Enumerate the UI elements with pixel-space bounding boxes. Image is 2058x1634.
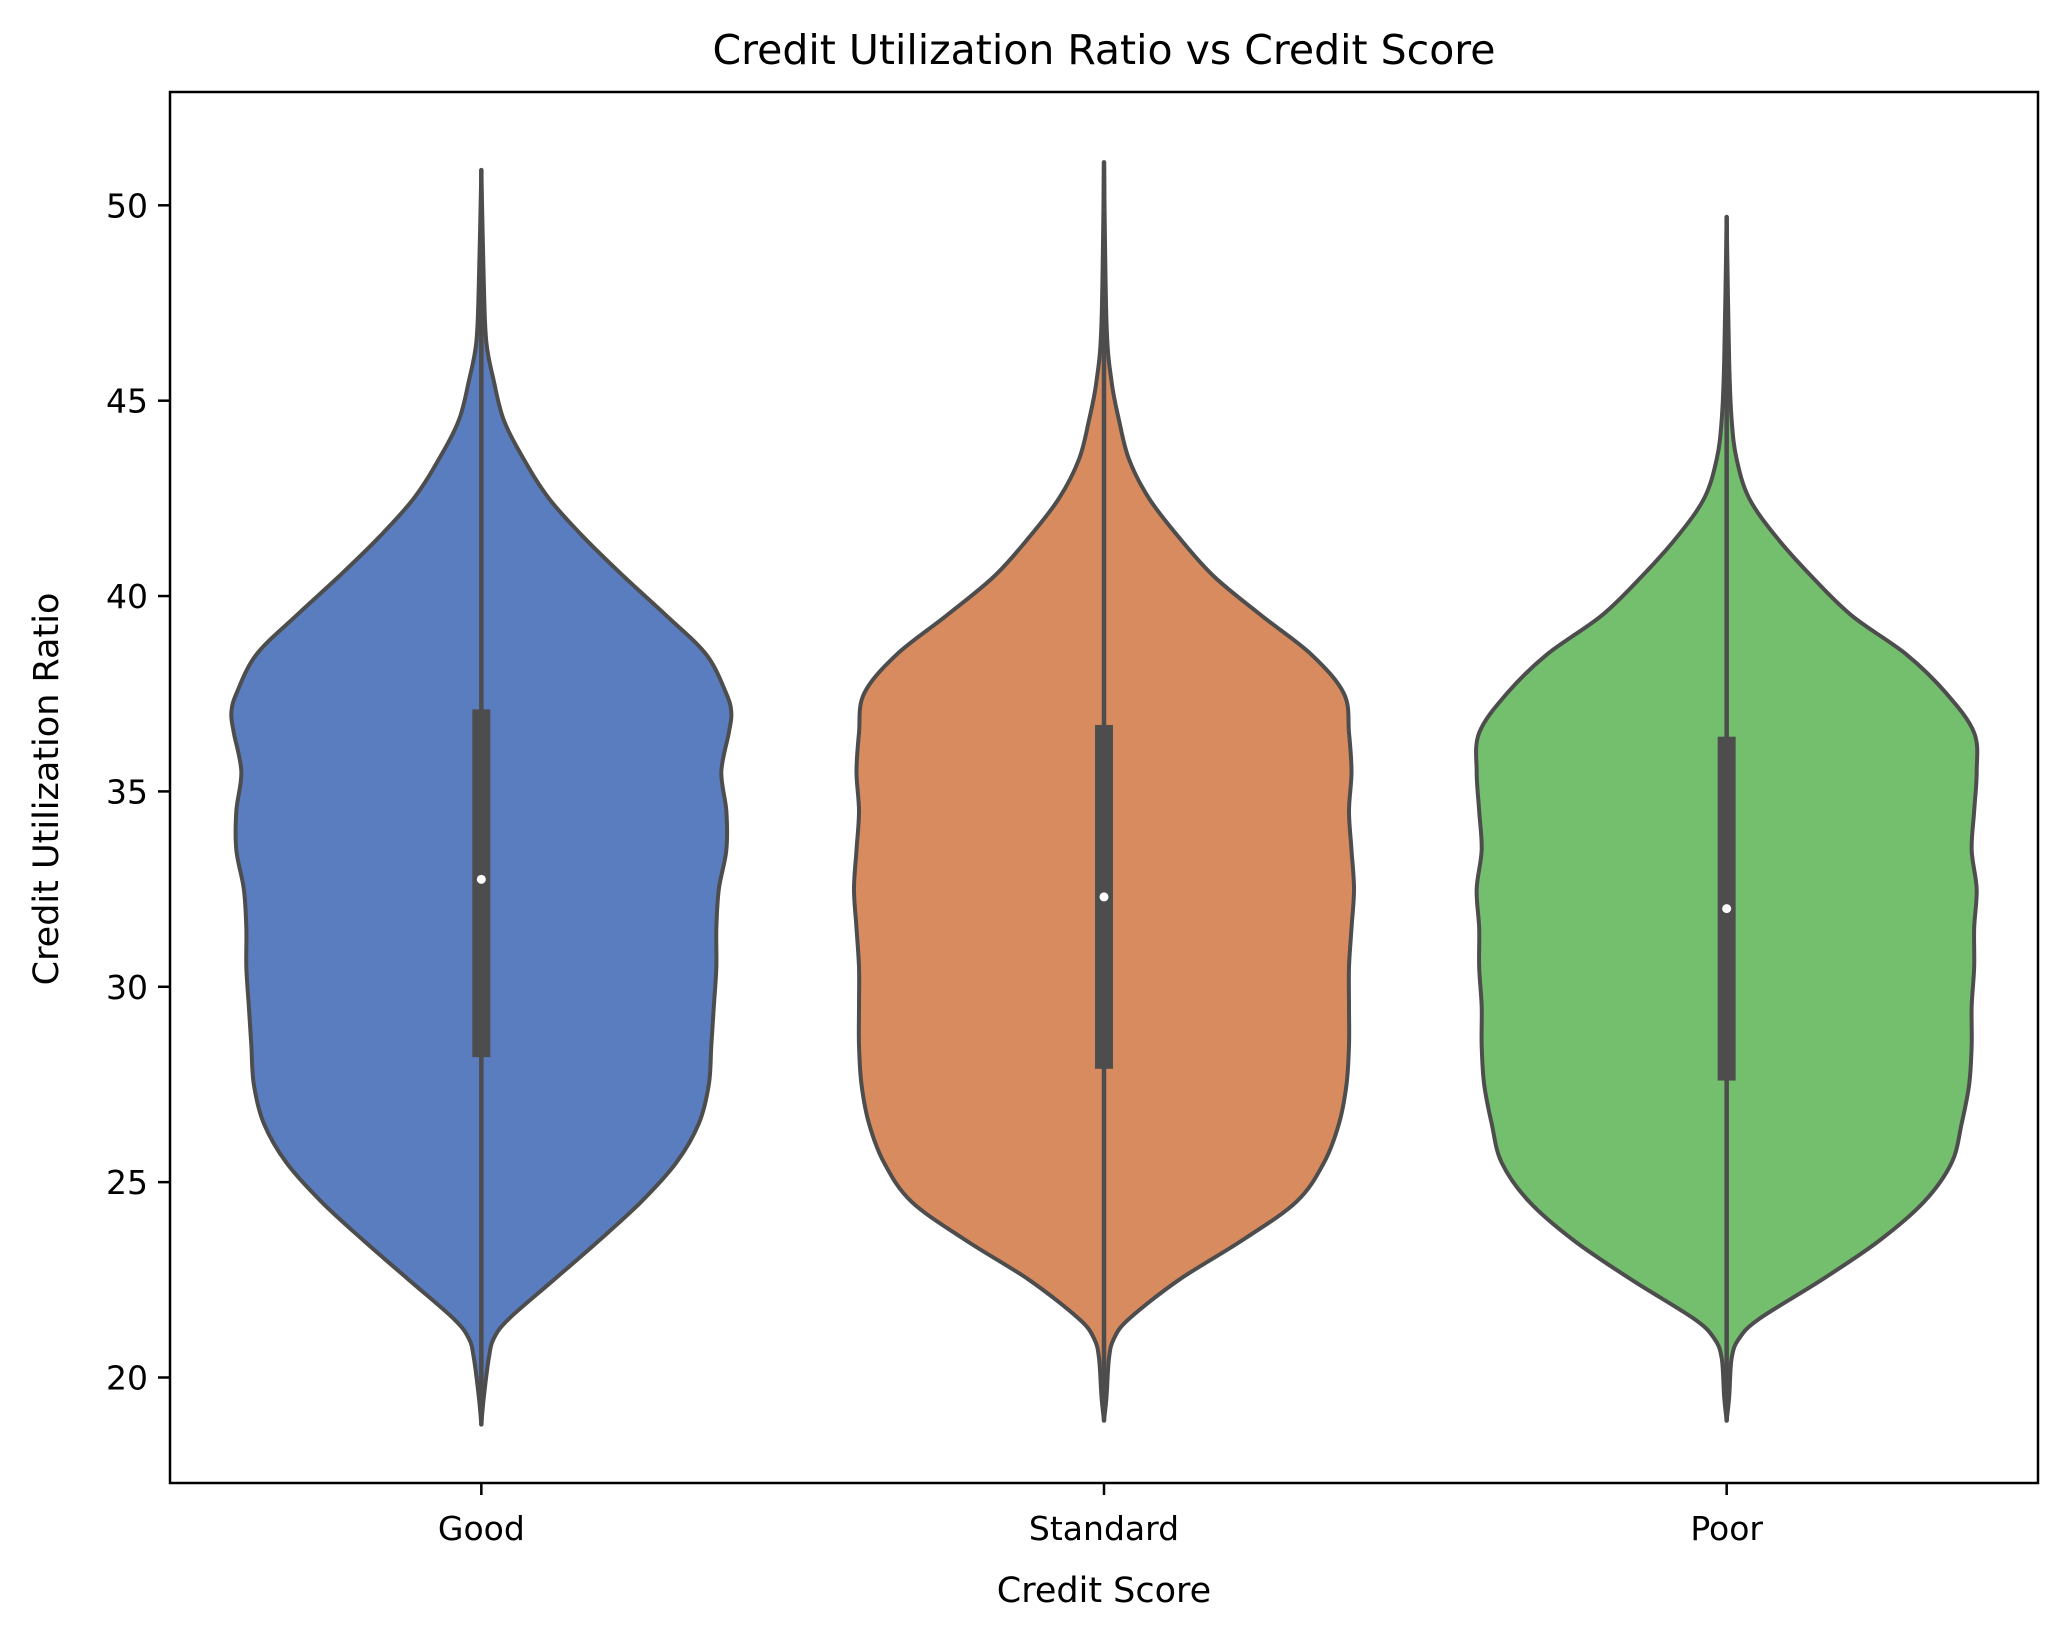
violin-poor [1474,214,1980,1423]
plot-area-frame [168,90,2040,1485]
median-point-poor [1722,904,1732,914]
x-axis-label: Credit Score [997,1571,1211,1611]
median-point-standard [1099,892,1109,902]
y-tick-label: 30 [106,968,148,1007]
y-axis-label: Credit Utilization Ratio [27,593,67,986]
x-tick-label-poor: Poor [1690,1509,1763,1548]
violins-layer [229,160,1980,1427]
chart-title: Credit Utilization Ratio vs Credit Score [713,26,1496,74]
violin-good [229,167,734,1427]
y-tick-label: 35 [106,772,148,811]
y-tick-label: 20 [106,1359,148,1398]
violin-standard [852,160,1356,1423]
y-axis-ticks: 20 25 30 35 40 45 50 [106,186,170,1398]
y-tick-label: 25 [106,1163,148,1202]
x-axis-ticks: Good Standard Poor [438,1483,1763,1548]
median-point-good [476,874,486,884]
x-tick-label-standard: Standard [1029,1509,1179,1548]
y-tick-label: 40 [106,577,148,616]
y-tick-label: 50 [106,186,148,225]
x-tick-label-good: Good [438,1509,525,1548]
y-tick-label: 45 [106,382,148,421]
